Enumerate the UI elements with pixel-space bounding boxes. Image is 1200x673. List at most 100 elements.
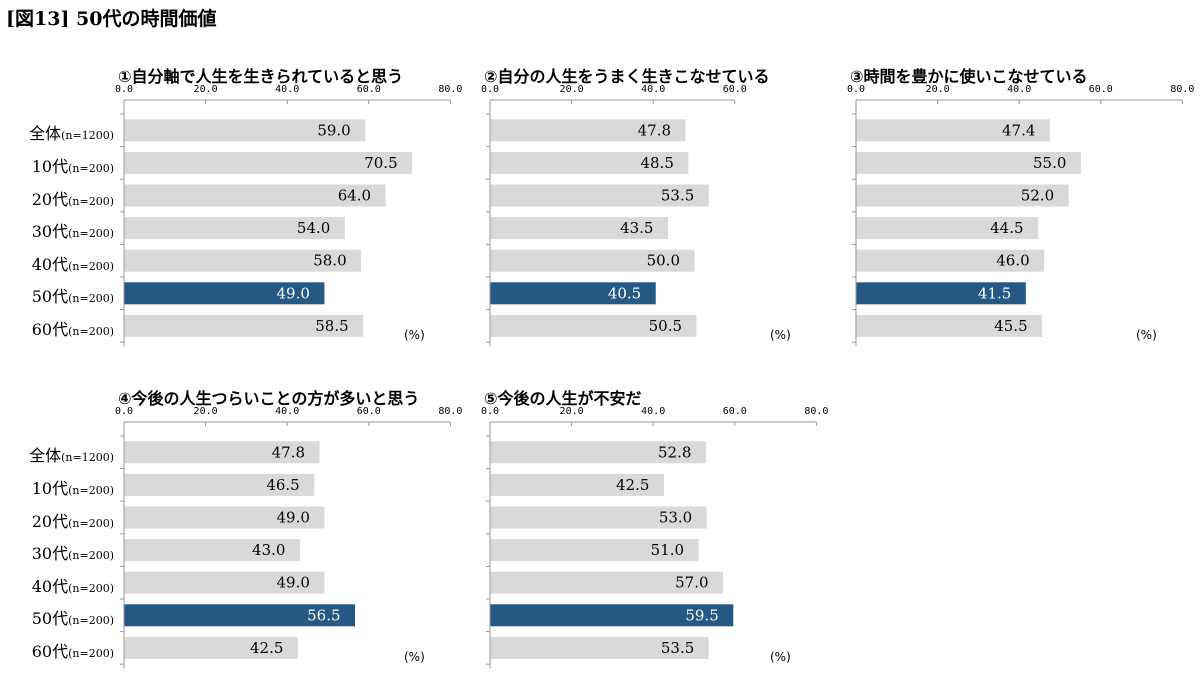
x-tick-label: 60.0: [357, 84, 381, 95]
unit-label-4: (%): [404, 650, 425, 664]
category-label: 20代(n=200): [32, 508, 114, 532]
bar-highlight: [490, 282, 656, 305]
bar-value-label: 44.5: [990, 219, 1023, 237]
bar-value-label: 53.5: [661, 187, 694, 205]
bar: [124, 249, 362, 272]
category-name: 10代: [31, 478, 69, 498]
bar: [490, 151, 689, 174]
x-tick-label: 0.0: [115, 406, 133, 417]
bar: [490, 636, 709, 659]
category-labels-bottom: 全体(n=1200) 10代(n=200) 20代(n=200) 30代(n=200)…: [0, 422, 120, 661]
bar-value-label: 57.0: [675, 574, 708, 592]
bar-value-label: 40.5: [608, 284, 641, 302]
bar: [856, 119, 1050, 142]
bar-value-label: 59.0: [317, 121, 350, 139]
chart-svg-3: 0.0 20.0 40.0 60.0 80.0 47.4 55.0 52.0 44.5 46.0 4…: [847, 84, 1194, 347]
bar-value-label: 56.5: [307, 606, 340, 624]
category-label: 10代(n=200): [32, 475, 114, 499]
bar-value-label: 43.0: [252, 541, 285, 559]
category-name: 全体: [29, 124, 62, 144]
bar: [124, 217, 345, 240]
x-tick-label: 60.0: [357, 406, 381, 417]
category-sample-size: (n=200): [68, 549, 114, 563]
bar-value-label: 53.5: [661, 639, 694, 657]
bar: [856, 151, 1081, 174]
bar: [490, 571, 724, 594]
bar-value-label: 45.5: [994, 317, 1027, 335]
bar-value-label: 54.0: [297, 219, 330, 237]
chart-svg-5: 0.0 20.0 40.0 60.0 80.0 52.8 42.5 53.0 51.0 57.0 5…: [481, 406, 828, 669]
bar-value-label: 46.5: [266, 476, 299, 494]
bar: [490, 506, 707, 529]
bar: [856, 217, 1039, 240]
category-sample-size: (n=1200): [61, 451, 114, 465]
category-sample-size: (n=200): [68, 292, 114, 306]
chart-title-2: ②自分の人生をうまく生きこなせている: [484, 67, 770, 86]
bar-value-label: 50.0: [647, 252, 680, 270]
bar-value-label: 42.5: [250, 639, 283, 657]
x-tick-label: 0.0: [481, 84, 499, 95]
bar: [490, 441, 706, 464]
bar-value-label: 42.5: [616, 476, 649, 494]
category-sample-size: (n=200): [68, 516, 114, 530]
category-name: 50代: [31, 287, 69, 307]
x-tick-label: 40.0: [641, 406, 665, 417]
bar: [856, 249, 1045, 272]
x-tick-label: 0.0: [847, 84, 865, 95]
bar-value-label: 48.5: [640, 154, 673, 172]
bar-value-label: 41.5: [978, 284, 1011, 302]
bar-highlight: [490, 604, 734, 627]
x-tick-label: 20.0: [194, 84, 218, 95]
bar: [490, 119, 686, 142]
category-label: 30代(n=200): [32, 540, 114, 564]
category-label: 40代(n=200): [32, 573, 114, 597]
category-label: 全体(n=1200): [29, 120, 114, 144]
bar: [124, 506, 325, 529]
bar-value-label: 47.4: [1002, 121, 1035, 139]
bar: [124, 473, 315, 496]
bar: [124, 636, 298, 659]
category-sample-size: (n=200): [68, 259, 114, 273]
category-name: 60代: [31, 319, 69, 339]
category-name: 60代: [31, 641, 69, 661]
bar-value-label: 51.0: [651, 541, 684, 559]
bar-value-label: 49.0: [277, 284, 310, 302]
x-tick-label: 80.0: [438, 84, 462, 95]
x-tick-label: 80.0: [438, 406, 462, 417]
chart-title-1: ①自分軸で人生を生きられていると思う: [118, 67, 404, 86]
bar: [490, 184, 709, 207]
bar-value-label: 50.5: [649, 317, 682, 335]
chart-svg-1: 0.0 20.0 40.0 60.0 80.0 59.0 70.5 64.0 54.0 58.04…: [115, 84, 462, 347]
bar: [490, 539, 699, 562]
bar-value-label: 47.8: [638, 121, 671, 139]
x-tick-label: 80.0: [1170, 84, 1194, 95]
bar: [124, 151, 413, 174]
x-tick-label: 40.0: [641, 84, 665, 95]
bar-value-label: 55.0: [1033, 154, 1066, 172]
category-name: 40代: [31, 254, 69, 274]
category-label: 10代(n=200): [32, 153, 114, 177]
bar-value-label: 47.8: [272, 443, 305, 461]
category-sample-size: (n=200): [68, 614, 114, 628]
figure-title: [図13] 50代の時間価値: [6, 8, 217, 30]
bar-value-label: 49.0: [277, 509, 310, 527]
category-name: 30代: [31, 222, 69, 242]
unit-label-3: (%): [1136, 328, 1157, 342]
category-sample-size: (n=200): [68, 227, 114, 241]
x-tick-label: 0.0: [115, 84, 133, 95]
category-labels-top: 全体(n=1200) 10代(n=200) 20代(n=200) 30代(n=200)…: [0, 100, 120, 339]
category-sample-size: (n=200): [68, 161, 114, 175]
unit-label-5: (%): [770, 650, 791, 664]
bar: [490, 473, 664, 496]
bar-value-label: 53.0: [659, 509, 692, 527]
bar: [124, 119, 366, 142]
x-tick-label: 40.0: [275, 406, 299, 417]
bar-highlight: [124, 604, 356, 627]
bar-value-label: 64.0: [338, 187, 371, 205]
bar: [490, 217, 668, 240]
x-tick-label: 60.0: [1089, 84, 1113, 95]
x-tick-label: 60.0: [723, 84, 747, 95]
category-label: 20代(n=200): [32, 186, 114, 210]
bar: [124, 184, 386, 207]
x-tick-label: 20.0: [926, 84, 950, 95]
